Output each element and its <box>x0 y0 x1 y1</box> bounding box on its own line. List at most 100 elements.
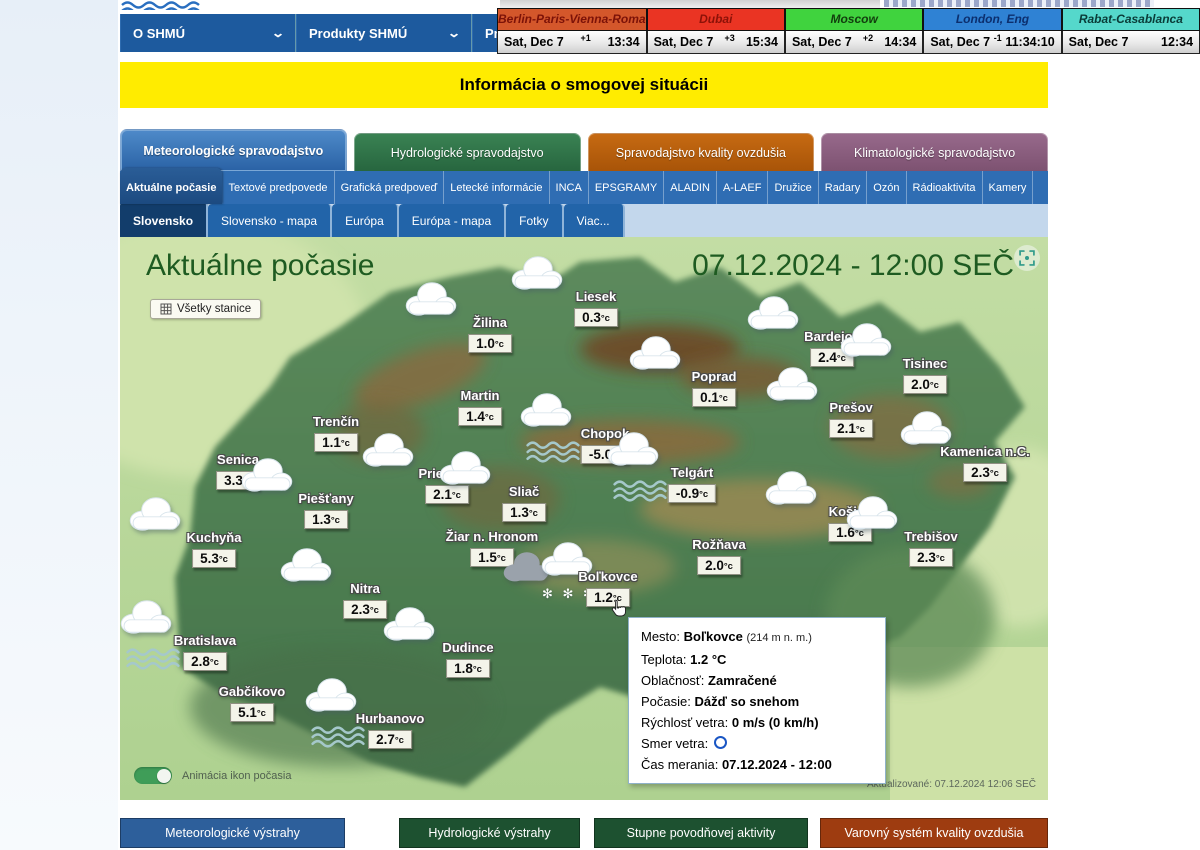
station-temp[interactable]: 1.0°c <box>468 334 512 353</box>
footer-button-label: Meteorologické výstrahy <box>165 826 300 840</box>
station-temp[interactable]: 2.3°c <box>343 600 387 619</box>
station-temp[interactable]: 2.7°c <box>368 730 412 749</box>
footer-warning-button[interactable]: Hydrologické výstrahy <box>399 818 580 848</box>
nav-menu-item[interactable]: O SHMÚ ⌄ <box>120 14 296 52</box>
animation-toggle-label: Animácia ikon počasia <box>182 769 292 782</box>
sub-tab[interactable]: Rádioaktivita <box>907 171 983 204</box>
station-temp[interactable]: 1.3°c <box>304 510 348 529</box>
station-temp[interactable]: 1.4°c <box>458 407 502 426</box>
station-temp[interactable]: 1.3°c <box>502 503 546 522</box>
station-temp[interactable]: 1.1°c <box>314 433 358 452</box>
main-tab[interactable]: Hydrologické spravodajstvo <box>353 133 581 171</box>
clock-time-row: Sat, Dec 7 12:34 <box>1061 31 1200 54</box>
sub-tab[interactable]: Kamery <box>983 171 1034 204</box>
view-tab[interactable]: Fotky <box>506 204 564 237</box>
nav-menu-item[interactable]: Produkty SHMÚ ⌄ <box>296 14 472 52</box>
temp-unit: °c <box>600 313 610 324</box>
nav-item-label: Produkty SHMÚ <box>309 25 408 41</box>
sub-tab[interactable]: ALADIN <box>664 171 717 204</box>
main-tab[interactable]: Spravodajstvo kvality ovzdušia <box>587 133 815 171</box>
main-tab[interactable]: Klimatologické spravodajstvo <box>821 133 1048 171</box>
station-temp[interactable]: 5.3°c <box>192 549 236 568</box>
station-temp[interactable]: -5.0°c <box>580 445 630 464</box>
clock-city: Berlin-Paris-Vienna-Roma <box>497 8 647 31</box>
footer-warning-button[interactable]: Stupne povodňovej aktivity <box>594 818 808 848</box>
footer-warning-button[interactable]: Varovný systém kvality ovzdušia <box>820 818 1048 848</box>
station-temp[interactable]: 2.1°c <box>425 485 469 504</box>
tooltip-rows: Mesto: Boľkovce (214 m n. m.) Teplota: 1… <box>641 626 873 775</box>
view-tab[interactable]: Slovensko - mapa <box>208 204 333 237</box>
view-tab[interactable]: Slovensko <box>120 202 209 237</box>
chevron-down-icon: ⌄ <box>270 26 286 40</box>
fullscreen-button[interactable] <box>1014 245 1040 271</box>
world-clock-panel[interactable]: Moscow Sat, Dec 7 +2 14:34 <box>784 8 924 55</box>
station-temp[interactable]: 2.3°c <box>963 463 1007 482</box>
temp-unit: °c <box>472 664 482 675</box>
temp-value: 2.0 <box>705 558 724 573</box>
temp-value: 1.0 <box>476 336 495 351</box>
view-tab[interactable]: Európa <box>332 204 399 237</box>
clock-utc-offset: -1 <box>993 33 1002 43</box>
station-temp[interactable]: 2.3°c <box>909 548 953 567</box>
world-clock-panel[interactable]: Dubai Sat, Dec 7 +3 15:34 <box>646 8 785 55</box>
sub-tab[interactable]: Aktuálne počasie <box>120 168 223 204</box>
animation-toggle[interactable] <box>134 767 172 784</box>
station-name: Gabčíkovo <box>218 684 286 699</box>
view-tab[interactable]: Viac... <box>563 204 625 237</box>
clock-utc-offset: +2 <box>862 33 874 43</box>
temp-value: 2.0 <box>911 377 930 392</box>
sub-tab[interactable]: Ozón <box>867 171 907 204</box>
station-temp[interactable]: 3.3°c <box>216 471 260 490</box>
station-temp[interactable]: 2.0°c <box>697 556 741 575</box>
smog-alert-banner[interactable]: Informácia o smogovej situácii <box>120 62 1048 108</box>
sub-tab[interactable]: Letecké informácie <box>444 171 550 204</box>
sub-tab[interactable]: A-LAEF <box>717 171 769 204</box>
station-name: Tisinec <box>902 356 948 371</box>
temp-value: 2.3 <box>351 602 370 617</box>
all-stations-button[interactable]: Všetky stanice <box>150 299 262 319</box>
station-temp[interactable]: 1.2°c <box>586 588 630 607</box>
station-temp[interactable]: 1.5°c <box>470 548 514 567</box>
toggle-knob <box>156 768 171 783</box>
station-temp[interactable]: 1.6°c <box>828 523 872 542</box>
footer-warning-button[interactable]: Meteorologické výstrahy <box>120 818 345 848</box>
sub-tab[interactable]: Grafická predpoveď <box>335 171 445 204</box>
sub-tab-label: INCA <box>555 181 582 194</box>
temp-value: 1.2 <box>594 590 613 605</box>
station-temp[interactable]: 5.1°c <box>230 703 274 722</box>
view-tab-label: Európa <box>345 213 384 228</box>
temp-unit: °c <box>242 476 252 487</box>
temp-value: 1.4 <box>466 409 485 424</box>
view-tab[interactable]: Európa - mapa <box>398 204 507 237</box>
weather-map[interactable]: Aktuálne počasie 07.12.2024 - 12:00 SEČ … <box>120 237 1048 800</box>
sub-tab[interactable]: Družice <box>768 171 819 204</box>
shmu-logo-waves-icon[interactable] <box>120 0 208 10</box>
station-temp[interactable]: 1.8°c <box>446 659 490 678</box>
animation-toggle-group: Animácia ikon počasia <box>134 767 291 784</box>
main-tab[interactable]: Meteorologické spravodajstvo <box>120 129 347 171</box>
temp-value: 1.6 <box>836 525 855 540</box>
main-tab-label: Hydrologické spravodajstvo <box>390 145 544 160</box>
station-name: Sliač <box>508 484 540 499</box>
sub-tab[interactable]: INCA <box>550 171 589 204</box>
station-name: Martin <box>460 388 500 403</box>
station-temp[interactable]: 2.8°c <box>183 652 227 671</box>
world-clock-panel[interactable]: Berlin-Paris-Vienna-Roma Sat, Dec 7 +1 1… <box>497 8 647 55</box>
sub-tab[interactable]: Radary <box>819 171 868 204</box>
temp-unit: °c <box>989 468 999 479</box>
chevron-down-icon: ⌄ <box>446 26 462 40</box>
station-temp[interactable]: 0.3°c <box>574 308 618 327</box>
world-clock-panel[interactable]: Rabat-Casablanca Sat, Dec 7 12:34 <box>1061 8 1200 55</box>
station-name: Rožňava <box>692 537 746 552</box>
station-temp[interactable]: 2.4°c <box>810 348 854 367</box>
world-clock-panel[interactable]: London, Eng Sat, Dec 7 -1 11:34:10 <box>923 8 1062 55</box>
temp-unit: °c <box>369 605 379 616</box>
station-temp[interactable]: -0.9°c <box>667 484 717 503</box>
station-temp[interactable]: 2.1°c <box>829 419 873 438</box>
sub-tab[interactable]: Textové predpovede <box>222 171 335 204</box>
temp-unit: °c <box>699 489 709 500</box>
station-temp[interactable]: 0.1°c <box>692 388 736 407</box>
station-name: Nitra <box>350 581 380 596</box>
station-temp[interactable]: 2.0°c <box>903 375 947 394</box>
sub-tab[interactable]: EPSGRAMY <box>589 171 665 204</box>
